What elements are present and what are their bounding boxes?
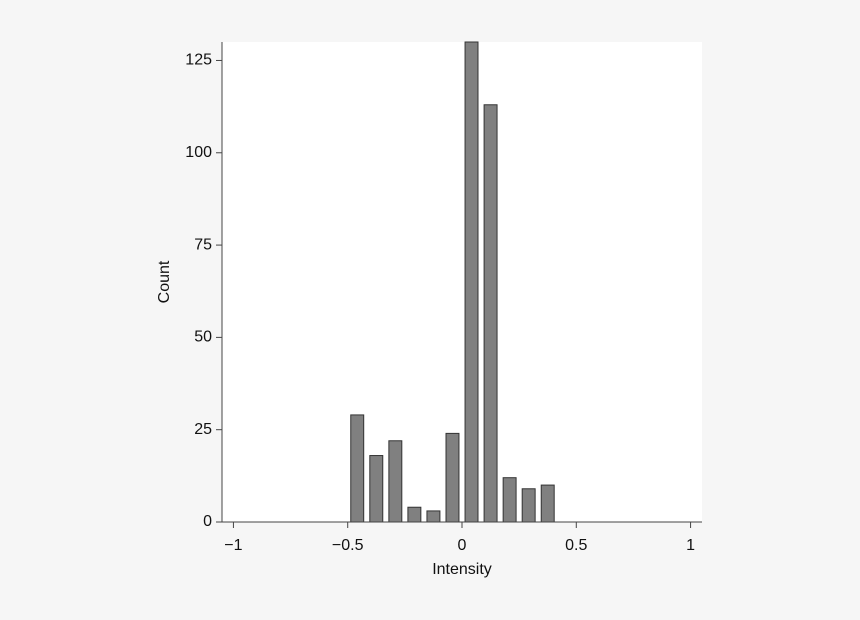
x-tick-label: −1: [224, 537, 242, 554]
bar: [464, 41, 479, 523]
bar: [369, 455, 384, 523]
bar: [540, 484, 555, 523]
bar: [388, 440, 403, 523]
plot-area: [222, 42, 702, 522]
y-tick-label: 125: [185, 52, 212, 69]
x-tick-label: 1: [686, 537, 695, 554]
bar: [521, 488, 536, 523]
y-axis-label: Count: [156, 260, 173, 303]
y-tick-label: 0: [203, 513, 212, 530]
bar: [407, 506, 422, 523]
y-tick-label: 50: [194, 329, 212, 346]
x-tick-label: 0.5: [565, 537, 587, 554]
x-axis-label: Intensity: [432, 561, 492, 578]
x-tick-label: −0.5: [332, 537, 364, 554]
bar: [445, 432, 460, 523]
bar: [350, 414, 365, 523]
y-tick-label: 100: [185, 144, 212, 161]
bar: [426, 510, 441, 523]
bar: [502, 477, 517, 523]
bar: [483, 104, 498, 523]
y-tick-label: 25: [194, 421, 212, 438]
y-tick-label: 75: [194, 236, 212, 253]
x-tick-label: 0: [458, 537, 467, 554]
